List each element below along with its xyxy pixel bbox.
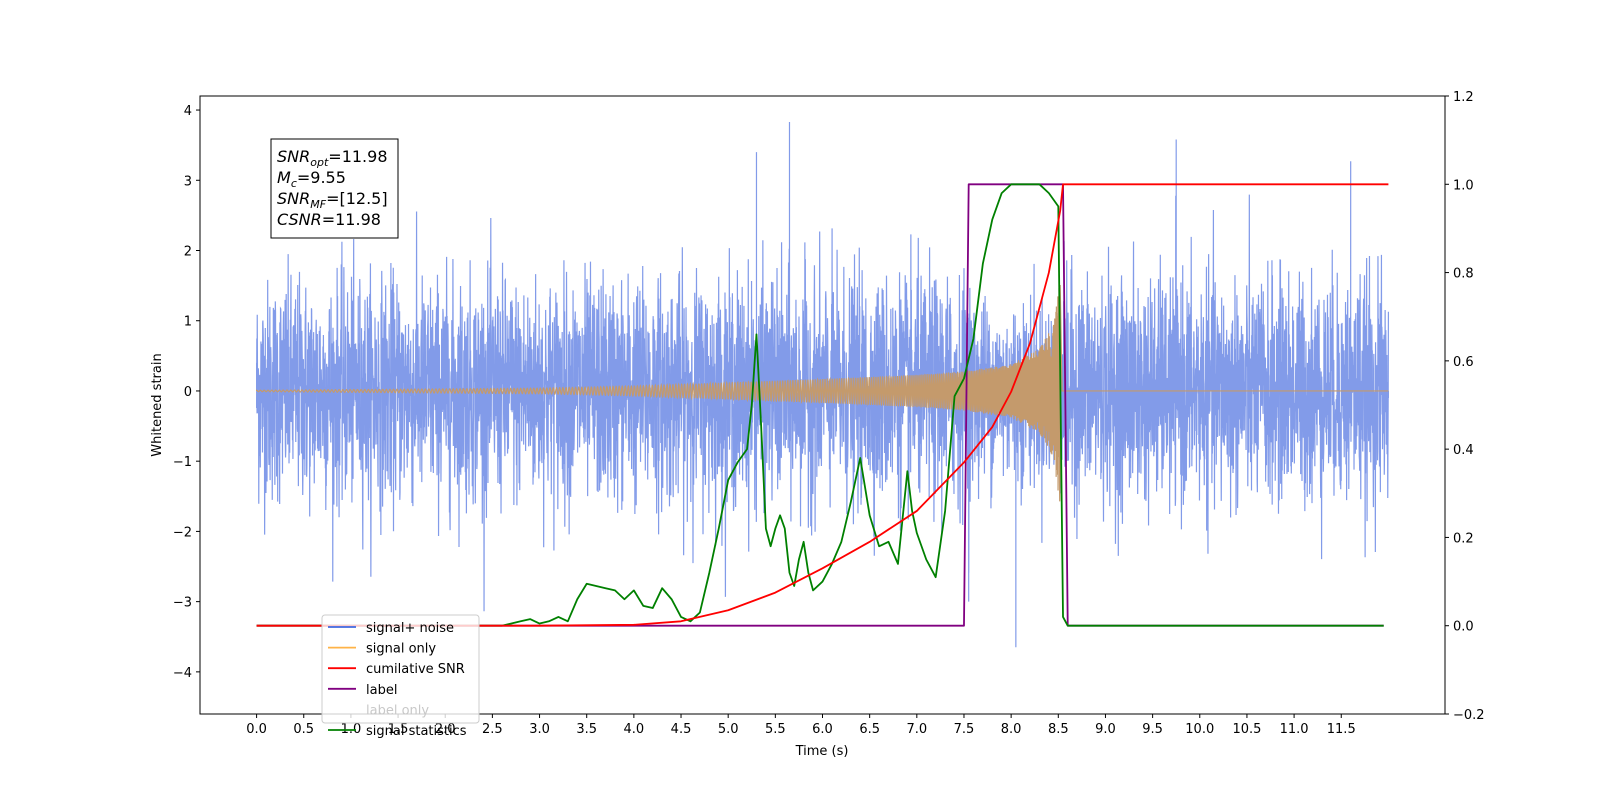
x-tick-label: 11.0: [1280, 722, 1309, 737]
stats-annotation-box: SNRopt=11.98Mc=9.55SNRMF=[12.5]CSNR=11.9…: [270, 138, 399, 239]
annotation-value: =11.98: [322, 210, 381, 229]
series-signal-noise-line: [255, 121, 1390, 648]
annotation-line: CSNR=11.98: [277, 210, 381, 229]
legend-entry-label: cumilative SNR: [366, 662, 465, 677]
x-tick-label: 10.0: [1185, 722, 1214, 737]
y2-axis-ticks: −0.2 0.0 0.2 0.4 0.6 0.8 1.0 1.2: [1445, 90, 1485, 723]
annotation-value: =[12.5]: [326, 189, 388, 208]
annotation-line: SNRMF=[12.5]: [277, 189, 388, 211]
y-tick-label: 0: [184, 385, 192, 400]
y-tick-label: −2: [173, 525, 192, 540]
y-tick-label: −3: [173, 596, 192, 611]
legend: signal+ noise signal only cumilative SNR la…: [321, 614, 480, 739]
plot-series: [255, 121, 1390, 648]
y2-tick-label: 1.0: [1453, 178, 1474, 193]
x-tick-label: 0.5: [293, 722, 314, 737]
y2-tick-label: 0.6: [1453, 355, 1474, 370]
x-tick-label: 5.0: [718, 722, 739, 737]
x-tick-label: 3.5: [576, 722, 597, 737]
x-tick-label: 2.5: [482, 722, 503, 737]
annotation-line: Mc=9.55: [277, 168, 346, 190]
series-cumulative-snr-line: [256, 183, 1389, 627]
x-tick-label: 0.0: [246, 722, 267, 737]
x-tick-label: 11.5: [1327, 722, 1356, 737]
annotation-subscript: MF: [310, 198, 326, 211]
y2-tick-label: 0.0: [1453, 620, 1474, 635]
x-tick-label: 8.5: [1048, 722, 1069, 737]
x-tick-label: 4.5: [671, 722, 692, 737]
legend-entry-label: signal+ noise: [366, 621, 454, 636]
legend-entry-label: label only: [366, 703, 429, 718]
y2-tick-label: −0.2: [1453, 708, 1485, 723]
x-tick-label: 3.0: [529, 722, 550, 737]
x-tick-label: 8.0: [1001, 722, 1022, 737]
y-axis-label: Whitened strain: [150, 353, 165, 456]
legend-entry-label: label: [366, 683, 397, 698]
legend-frame: [321, 614, 480, 724]
x-tick-label: 9.5: [1142, 722, 1163, 737]
x-tick-label: 7.0: [906, 722, 927, 737]
legend-entry-label: signal only: [366, 642, 436, 657]
y2-tick-label: 0.2: [1453, 531, 1474, 546]
x-axis-label: Time (s): [795, 744, 849, 759]
y-tick-label: 4: [184, 104, 192, 119]
x-tick-label: 5.5: [765, 722, 786, 737]
y2-tick-label: 1.2: [1453, 90, 1474, 105]
x-tick-label: 6.0: [812, 722, 833, 737]
annotation-value: =11.98: [328, 147, 387, 166]
x-tick-label: 6.5: [859, 722, 880, 737]
x-tick-label: 1.5: [388, 722, 409, 737]
y-tick-label: 1: [184, 315, 192, 330]
annotation-value: =9.55: [297, 168, 346, 187]
y-axis-ticks: −4 −3 −2 −1 0 1 2 3 4: [173, 104, 200, 681]
x-tick-label: 9.0: [1095, 722, 1116, 737]
x-tick-label: 2.0: [435, 722, 456, 737]
annotation-variable: CSNR: [277, 210, 322, 229]
annotation-variable: M: [277, 168, 291, 187]
y2-tick-label: 0.8: [1453, 267, 1474, 282]
x-tick-label: 4.0: [624, 722, 645, 737]
annotation-variable: SNR: [277, 147, 310, 166]
x-tick-label: 7.5: [954, 722, 975, 737]
legend-entry-label: signal statistics: [366, 724, 467, 739]
series-signal-only-line: [255, 285, 1389, 502]
annotation-line: SNRopt=11.98: [277, 147, 388, 169]
y2-tick-label: 0.4: [1453, 443, 1474, 458]
y-tick-label: 3: [184, 174, 192, 189]
annotation-variable: SNR: [277, 189, 310, 208]
annotation-subscript: c: [291, 177, 297, 190]
series-signal-statistics-line: [256, 183, 1384, 627]
y-tick-label: −1: [173, 455, 192, 470]
x-axis-ticks: 0.0 0.5 1.0 1.5 2.0 2.5 3.0 3.5 4.0 4.5 5.0 5.5 6.0 6…: [246, 714, 1356, 737]
annotation-box-frame: [270, 138, 399, 239]
x-tick-label: 10.5: [1232, 722, 1261, 737]
y-tick-label: 2: [184, 245, 192, 260]
annotation-subscript: opt: [310, 156, 329, 169]
y-tick-label: −4: [173, 666, 192, 681]
